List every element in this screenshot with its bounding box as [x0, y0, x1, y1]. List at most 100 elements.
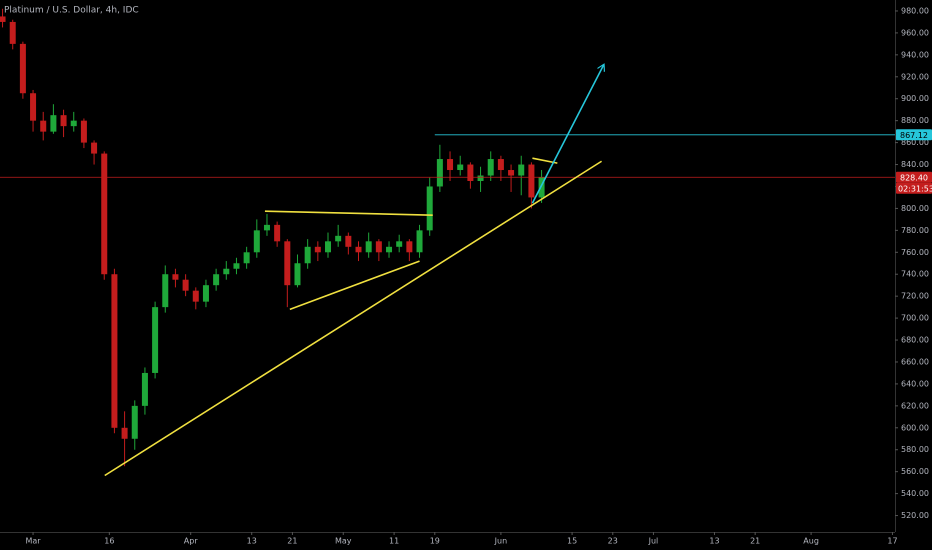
candle-body	[19, 43, 26, 94]
x-tick-label: 21	[750, 537, 760, 546]
y-tick-label: 600.00	[901, 423, 929, 432]
candle-body	[9, 21, 16, 44]
candle-body	[538, 177, 545, 198]
candle-body	[304, 246, 311, 264]
x-tick-label: 23	[608, 537, 618, 546]
price-label: 867.12	[900, 131, 928, 140]
arrow	[531, 65, 603, 204]
x-tick-label: Aug	[803, 537, 819, 546]
candle-body	[141, 372, 148, 406]
candle-body	[467, 164, 474, 181]
y-tick-label: 940.00	[901, 50, 929, 59]
y-tick-label: 560.00	[901, 467, 929, 476]
candle-body	[243, 252, 250, 264]
x-tick-label: 11	[389, 537, 399, 546]
y-tick-label: 900.00	[901, 94, 929, 103]
y-tick-label: 920.00	[901, 72, 929, 81]
price-label-box	[896, 171, 932, 183]
x-tick-label: 16	[104, 537, 114, 546]
y-tick-label: 620.00	[901, 401, 929, 410]
candle-body	[335, 235, 342, 242]
candle-body	[416, 230, 423, 253]
y-tick-label: 640.00	[901, 379, 929, 388]
y-tick-label: 740.00	[901, 270, 929, 279]
y-tick-label: 860.00	[901, 138, 929, 147]
candle-body	[162, 274, 169, 308]
candle-body	[253, 230, 260, 253]
x-tick-label: Apr	[184, 537, 199, 546]
candle-body	[70, 120, 77, 127]
candle-body	[131, 405, 138, 439]
candle-body	[101, 153, 108, 275]
price-label-box	[896, 129, 932, 141]
y-tick-label: 680.00	[901, 336, 929, 345]
candle-body	[294, 263, 301, 286]
y-tick-label: 760.00	[901, 248, 929, 257]
candle-body	[202, 285, 209, 302]
candle-body	[50, 115, 57, 132]
x-tick-label: 19	[430, 537, 440, 546]
price-label: 828.40	[900, 173, 928, 182]
candle-body	[192, 290, 199, 302]
candle-body	[426, 186, 433, 231]
candle-body	[324, 241, 331, 253]
x-tick-label: 13	[247, 537, 257, 546]
y-tick-label: 660.00	[901, 357, 929, 366]
y-tick-label: 780.00	[901, 226, 929, 235]
y-tick-label: 840.00	[901, 160, 929, 169]
x-tick-label: Jul	[648, 537, 659, 546]
x-tick-label: Jun	[494, 537, 508, 546]
candle-body	[406, 241, 413, 253]
candle-body	[375, 241, 382, 253]
candle-body	[457, 164, 464, 171]
candle-body	[152, 307, 159, 373]
x-tick-label: Mar	[26, 537, 42, 546]
candle-body	[447, 159, 454, 171]
candle-body	[436, 159, 443, 187]
x-tick-label: 17	[887, 537, 897, 546]
countdown-box	[896, 182, 932, 194]
candle-body	[91, 142, 98, 154]
trend-line	[264, 210, 433, 217]
candle-body	[508, 170, 515, 176]
x-tick-label: 15	[567, 537, 577, 546]
candle-body	[80, 120, 87, 143]
x-tick-label: May	[335, 537, 352, 546]
candle-body	[111, 274, 118, 428]
candle-body	[121, 427, 128, 439]
candle-body	[528, 164, 535, 198]
candle-body	[314, 246, 321, 253]
y-tick-label: 960.00	[901, 28, 929, 37]
candle-body	[263, 224, 270, 231]
y-tick-label: 880.00	[901, 116, 929, 125]
candle-body	[487, 159, 494, 176]
candle-body	[213, 274, 220, 286]
candle-body	[182, 279, 189, 291]
candle-body	[223, 268, 230, 275]
y-tick-label: 540.00	[901, 489, 929, 498]
x-tick-label: 13	[709, 537, 719, 546]
trend-line	[104, 160, 603, 477]
candle-body	[396, 241, 403, 247]
candle-body	[355, 246, 362, 253]
candle-body	[284, 241, 291, 286]
candle-body	[386, 246, 393, 253]
candle-body	[274, 224, 281, 242]
candle-body	[172, 274, 179, 280]
candle-body	[40, 120, 47, 132]
y-tick-label: 800.00	[901, 204, 929, 213]
y-tick-label: 580.00	[901, 445, 929, 454]
candle-body	[365, 241, 372, 253]
candle-body	[60, 115, 67, 127]
y-tick-label: 700.00	[901, 314, 929, 323]
countdown-label: 02:31:53	[898, 184, 932, 193]
y-tick-label: 520.00	[901, 511, 929, 520]
chart-title: Platinum / U.S. Dollar, 4h, IDC	[4, 6, 139, 16]
candle-body	[477, 175, 484, 181]
y-tick-label: 980.00	[901, 6, 929, 15]
candle-body	[233, 263, 240, 269]
x-tick-label: 21	[287, 537, 297, 546]
candle-body	[497, 159, 504, 171]
